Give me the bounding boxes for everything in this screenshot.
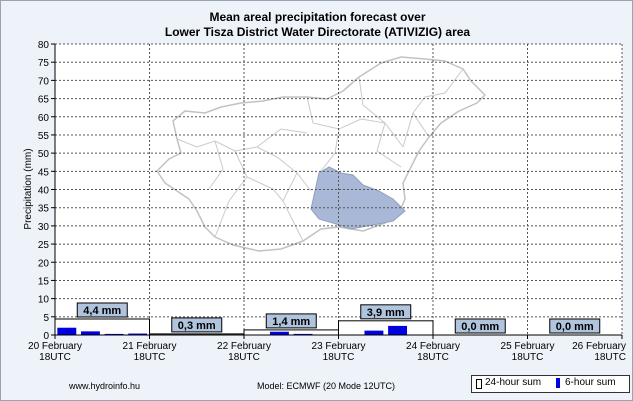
y-tick-label: 40 — [38, 186, 50, 197]
model-text: Model: ECMWF (20 Mode 12UTC) — [257, 381, 396, 391]
y-axis-ticks: 0 5 10 15 20 25 30 35 40 45 50 55 60 65 70 75 80 — [38, 40, 55, 342]
chart-title-line1: Mean areal precipitation forecast over — [209, 10, 426, 24]
y-tick-label: 30 — [38, 222, 50, 233]
value-label-box — [76, 302, 128, 318]
x-tick-label-date: 25 February — [501, 341, 555, 352]
y-tick-label: 10 — [38, 295, 50, 306]
legend-6h-swatch — [556, 378, 560, 388]
website-text: www.hydroinfo.hu — [69, 381, 141, 391]
y-tick-label: 80 — [38, 40, 50, 51]
legend-24h-label: 24-hour sum — [485, 377, 542, 388]
sum6-bar — [104, 333, 124, 335]
y-tick-label: 65 — [38, 95, 50, 106]
value-label-box — [549, 318, 601, 334]
y-tick-label: 50 — [38, 149, 50, 160]
x-tick-label-date: 24 February — [406, 341, 460, 352]
x-tick-label-time: 18UTC — [228, 352, 260, 363]
sum24-bar — [243, 329, 339, 336]
sum6-bar — [293, 333, 313, 335]
value-label-text: 0,0 mm — [556, 321, 594, 333]
sum6-bar — [57, 327, 77, 335]
y-tick-label: 45 — [38, 167, 50, 178]
x-tick-label-time: 18UTC — [594, 352, 626, 363]
legend-6h-label: 6-hour sum — [565, 377, 616, 388]
value-label-box — [265, 313, 317, 329]
x-tick-label-date: 23 February — [312, 341, 366, 352]
sum6-bar — [364, 330, 384, 335]
grid-lines — [55, 43, 623, 335]
legend: 24-hour sum 6-hour sum — [471, 375, 630, 393]
sum24-bars — [54, 318, 434, 336]
value-labels: 4,4 mm 0,3 mm 1,4 mm 3,9 mm 0,0 mm 0,0 mm — [76, 302, 601, 334]
y-tick-label: 60 — [38, 113, 50, 124]
x-tick-label-time: 18UTC — [134, 352, 166, 363]
y-tick-label: 70 — [38, 76, 50, 87]
hungary-outline — [156, 56, 486, 252]
value-label-text: 3,9 mm — [367, 307, 405, 319]
x-tick-label-date: 21 February — [123, 341, 177, 352]
y-tick-label: 0 — [43, 331, 49, 342]
x-tick-label-time: 18UTC — [417, 352, 449, 363]
x-tick-label-date: 22 February — [217, 341, 271, 352]
sum6-bar — [388, 325, 408, 335]
value-label-box — [171, 317, 223, 333]
x-tick-label-time: 18UTC — [39, 352, 71, 363]
sum6-bar — [128, 333, 148, 335]
y-tick-label: 75 — [38, 58, 50, 69]
sum6-bar — [269, 331, 289, 335]
y-axis-label: Precipitation (mm) — [23, 148, 34, 229]
x-tick-label-date: 20 February — [28, 341, 82, 352]
x-tick-label-time: 18UTC — [512, 352, 544, 363]
value-label-box — [360, 304, 412, 320]
sum24-bar — [338, 320, 434, 336]
y-tick-label: 55 — [38, 131, 50, 142]
sum6-bar — [80, 331, 100, 335]
legend-24h-swatch — [476, 379, 482, 389]
y-tick-label: 35 — [38, 204, 50, 215]
x-tick-label-time: 18UTC — [323, 352, 355, 363]
value-label-text: 4,4 mm — [83, 305, 121, 317]
y-tick-label: 5 — [43, 313, 49, 324]
chart-title-line2: Lower Tisza District Water Directorate (… — [164, 25, 471, 39]
value-label-text: 1,4 mm — [272, 316, 310, 328]
y-tick-label: 15 — [38, 276, 50, 287]
x-tick-label-date: 26 February — [572, 341, 626, 352]
value-label-box — [454, 318, 506, 334]
y-tick-label: 25 — [38, 240, 50, 251]
lower-tisza-region — [310, 166, 406, 230]
y-tick-label: 20 — [38, 258, 50, 269]
value-label-text: 0,3 mm — [178, 320, 216, 332]
value-label-text: 0,0 mm — [461, 321, 499, 333]
